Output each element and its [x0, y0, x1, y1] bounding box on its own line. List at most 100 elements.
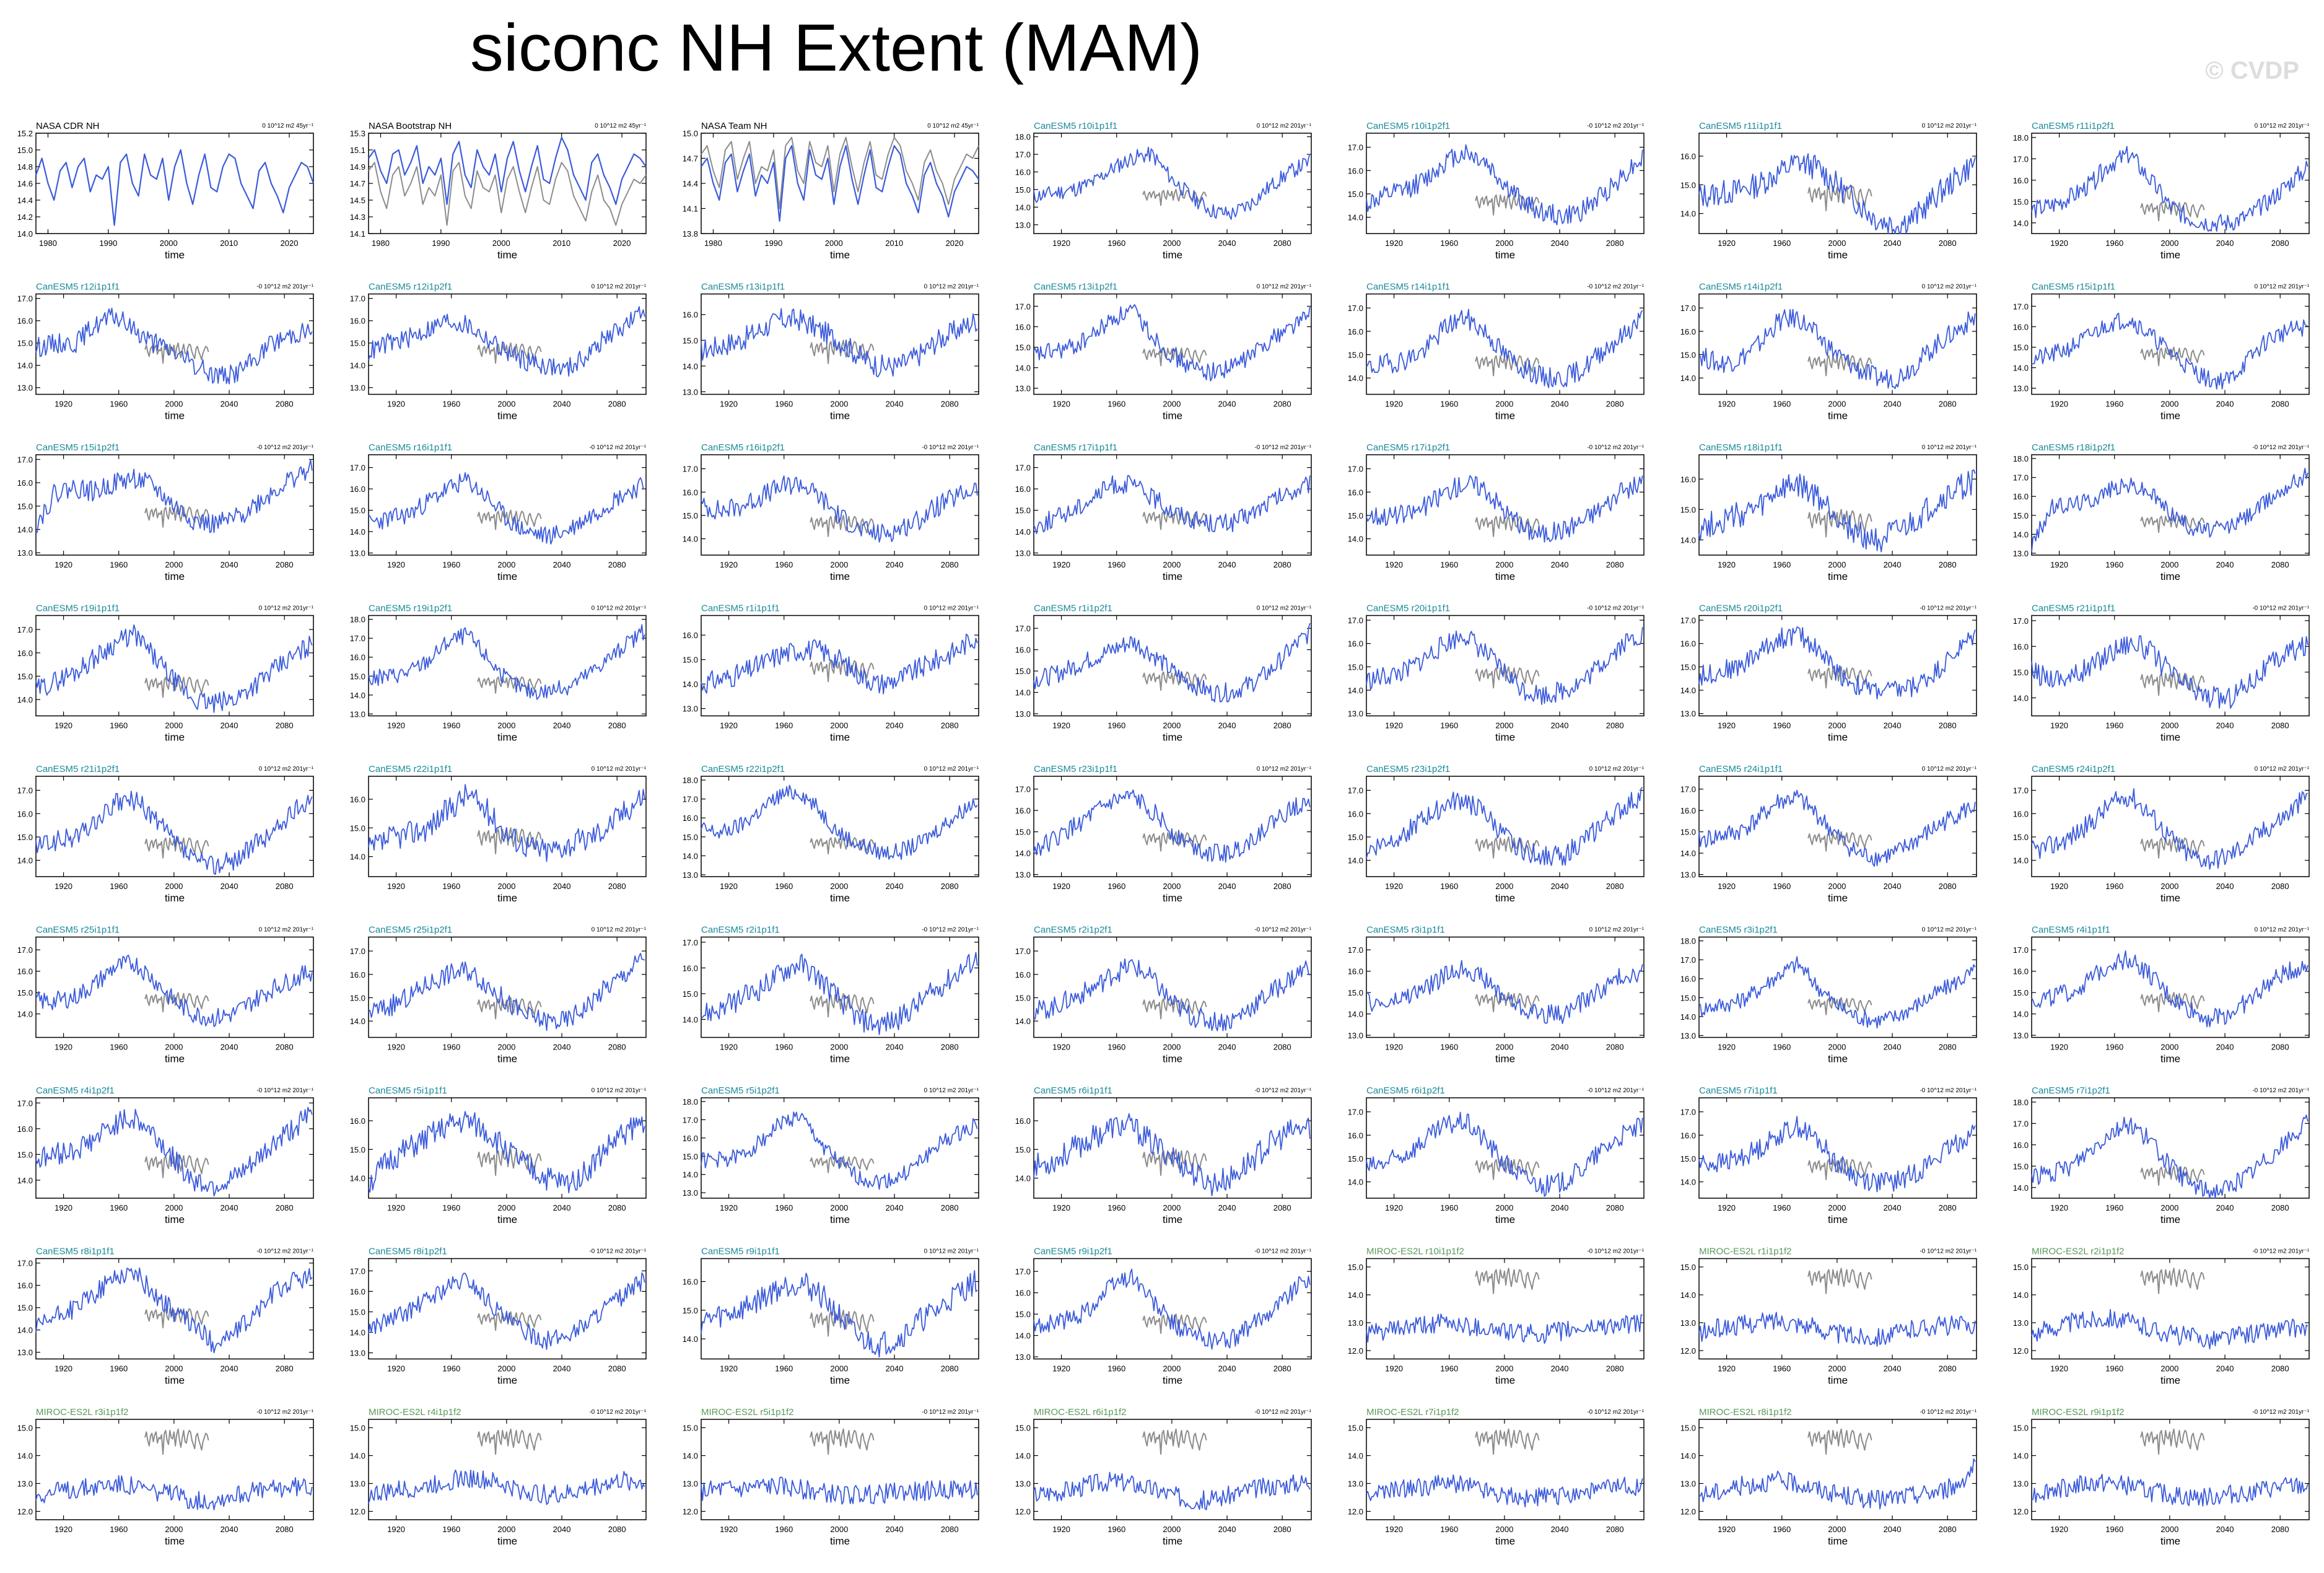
x-tick-label: 2000 [830, 400, 848, 409]
chart-panel: CanESM5 r1i1p2f1 0 10^12 m2 201yr⁻¹ 17.0 16… [1015, 603, 1312, 743]
plot-frame [1033, 1097, 1312, 1199]
x-axis-label: time [2160, 1375, 2180, 1387]
trend-label: -0 10^12 m2 201yr⁻¹ [589, 1409, 646, 1416]
x-axis-label: time [1163, 892, 1182, 904]
x-tick-label: 1960 [2105, 1203, 2123, 1212]
x-tick-label: 1920 [55, 721, 72, 730]
x-axis-label: time [497, 732, 517, 743]
plot-frame [1366, 936, 1645, 1038]
y-tick-label: 13.0 [1015, 709, 1031, 719]
y-tick-label: 17.0 [683, 1115, 698, 1124]
y-tick-label: 17.0 [2013, 473, 2029, 483]
y-tick-label: 14.0 [683, 680, 698, 689]
y-tick-label: 14.0 [1015, 1017, 1031, 1026]
y-tick-label: 14.0 [1680, 535, 1696, 545]
y-tick-label: 16.0 [350, 484, 365, 494]
plot-frame [1366, 293, 1645, 395]
trend-label: 0 10^12 m2 201yr⁻¹ [592, 927, 647, 934]
trend-label: 0 10^12 m2 201yr⁻¹ [1922, 927, 1977, 934]
y-tick-label: 14.0 [17, 856, 33, 865]
y-tick-label: 16.0 [1348, 166, 1363, 175]
x-tick-label: 2080 [1273, 1364, 1291, 1374]
x-axis-label: time [165, 1375, 185, 1387]
chart-panel: CanESM5 r14i1p2f1 0 10^12 m2 201yr⁻¹ 17.0 1… [1680, 282, 1977, 422]
trend-label: 0 10^12 m2 45yr⁻¹ [927, 123, 979, 129]
x-tick-label: 2080 [2271, 721, 2289, 730]
model-series-line [35, 1106, 313, 1197]
model-series-line [1698, 153, 1976, 234]
model-series-line [1366, 626, 1643, 705]
x-axis-label: time [1495, 571, 1515, 582]
y-tick-label: 14.7 [350, 179, 365, 188]
x-tick-label: 2080 [1939, 400, 1957, 409]
panel-title: CanESM5 r24i1p2f1 [2032, 764, 2115, 774]
obs-overlay-line [1475, 992, 1540, 1013]
y-tick-label: 15.0 [1680, 180, 1696, 190]
y-tick-label: 15.0 [1348, 833, 1363, 842]
trend-label: 0 10^12 m2 201yr⁻¹ [592, 1087, 647, 1094]
y-tick-label: 15.0 [350, 339, 365, 348]
y-tick-label: 15.0 [17, 1150, 33, 1159]
model-series-line [1366, 1474, 1643, 1508]
y-tick-label: 16.0 [1680, 327, 1696, 336]
panel-title: CanESM5 r16i1p2f1 [701, 442, 785, 453]
y-tick-label: 15.0 [1680, 505, 1696, 514]
x-tick-label: 2080 [1273, 239, 1291, 248]
x-tick-label: 2040 [1884, 560, 1902, 569]
chart-panel: CanESM5 r18i1p1f1 0 10^12 m2 201yr⁻¹ 16.0 1… [1680, 442, 1977, 582]
y-tick-label: 17.0 [683, 465, 698, 474]
x-tick-label: 2040 [1884, 882, 1902, 891]
y-tick-label: 12.0 [1348, 1507, 1363, 1517]
x-tick-label: 1920 [387, 560, 405, 569]
x-tick-label: 1920 [2050, 1043, 2068, 1052]
chart-panel: MIROC-ES2L r9i1p1f2 -0 10^12 m2 201yr⁻¹ 15… [2013, 1407, 2310, 1547]
panel-title: CanESM5 r8i1p1f1 [36, 1247, 115, 1257]
x-tick-label: 2080 [1939, 239, 1957, 248]
x-tick-label: 2040 [221, 1525, 238, 1534]
x-tick-label: 2080 [2271, 400, 2289, 409]
x-tick-label: 2080 [276, 1043, 294, 1052]
y-tick-label: 15.0 [2013, 197, 2029, 206]
x-tick-label: 2000 [165, 560, 183, 569]
y-tick-label: 14.0 [1015, 1174, 1031, 1183]
x-tick-label: 2000 [1163, 1525, 1181, 1534]
y-tick-label: 16.0 [1015, 970, 1031, 979]
y-tick-label: 14.0 [1348, 1290, 1363, 1300]
y-tick-label: 13.0 [683, 1188, 698, 1198]
obs-overlay-line [2140, 201, 2205, 222]
y-tick-label: 17.0 [2013, 302, 2029, 311]
x-tick-label: 2080 [608, 560, 626, 569]
trend-label: -0 10^12 m2 201yr⁻¹ [589, 444, 646, 451]
x-tick-label: 1920 [1052, 400, 1070, 409]
obs-overlay-line [2140, 1428, 2205, 1455]
x-tick-label: 1920 [1718, 1364, 1736, 1374]
obs-series-line [368, 162, 647, 226]
model-series-line [1033, 475, 1311, 535]
x-axis-label: time [830, 410, 850, 422]
y-tick-label: 16.0 [1348, 639, 1363, 649]
model-series-line [2031, 1308, 2309, 1350]
y-tick-label: 17.0 [1680, 955, 1696, 965]
x-tick-label: 1990 [99, 239, 117, 248]
plot-frame [368, 454, 647, 556]
x-axis-label: time [1163, 1375, 1182, 1387]
x-tick-label: 1920 [2050, 1203, 2068, 1212]
x-tick-label: 2000 [2160, 882, 2178, 891]
y-tick-label: 17.0 [1680, 1108, 1696, 1117]
x-tick-label: 2040 [221, 1203, 238, 1212]
y-tick-label: 15.0 [1015, 1424, 1031, 1433]
x-tick-label: 2010 [220, 239, 238, 248]
y-tick-label: 14.4 [683, 179, 698, 188]
panel-title: MIROC-ES2L r3i1p1f2 [36, 1407, 129, 1417]
y-tick-label: 14.0 [2013, 856, 2029, 865]
y-tick-label: 14.0 [1015, 1331, 1031, 1341]
trend-label: -0 10^12 m2 201yr⁻¹ [256, 1409, 313, 1416]
x-tick-label: 1960 [775, 400, 793, 409]
x-tick-label: 2040 [1218, 721, 1236, 730]
model-series-line [2031, 1473, 2309, 1507]
x-axis-label: time [830, 1375, 850, 1387]
y-tick-label: 17.0 [17, 294, 33, 304]
y-tick-label: 18.0 [350, 615, 365, 624]
plot-frame [368, 1419, 647, 1520]
y-tick-label: 14.0 [350, 852, 365, 862]
